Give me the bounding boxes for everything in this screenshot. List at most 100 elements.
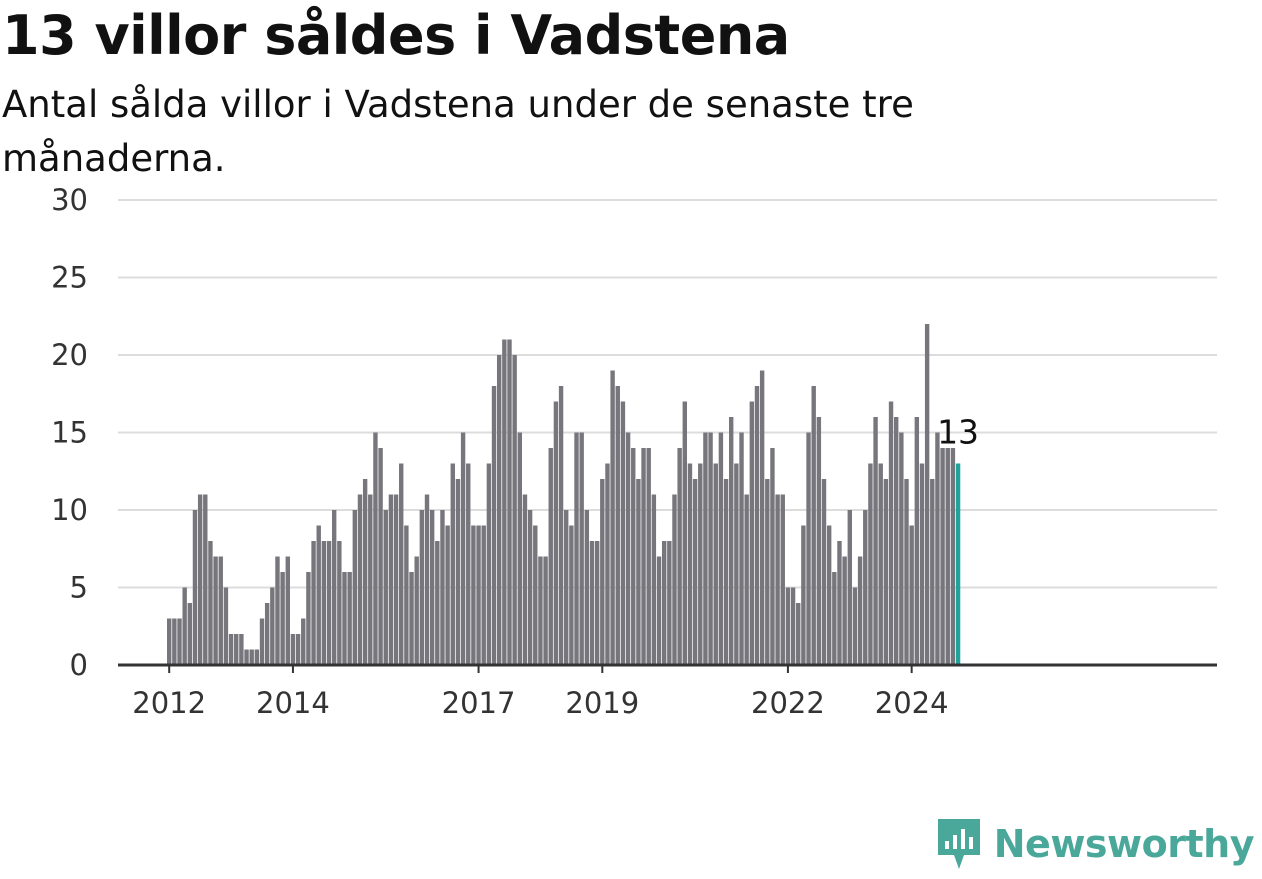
x-tick-label: 2019 — [565, 686, 639, 720]
bar — [734, 463, 739, 665]
bar — [692, 479, 698, 665]
bar — [636, 479, 641, 665]
bar — [868, 463, 873, 665]
brand-name: Newsworthy — [993, 822, 1255, 866]
bar — [419, 510, 425, 665]
bar — [863, 510, 868, 665]
bar — [796, 603, 801, 665]
bar — [883, 479, 889, 665]
x-tick-label: 2017 — [442, 686, 516, 720]
bar — [244, 649, 249, 665]
bar — [538, 556, 543, 665]
bar — [192, 510, 198, 665]
bar — [594, 541, 600, 665]
bar — [512, 355, 517, 665]
bar — [368, 494, 373, 665]
bar — [543, 556, 548, 665]
newsworthy-logo-icon — [937, 819, 980, 869]
bar — [301, 618, 306, 665]
bar — [790, 587, 796, 665]
bar — [672, 494, 677, 665]
bar — [311, 541, 316, 665]
bar — [476, 525, 481, 665]
bar — [677, 448, 682, 665]
bar — [935, 432, 940, 665]
bar — [362, 479, 368, 665]
bar — [852, 587, 858, 665]
bar — [290, 634, 296, 665]
bar — [770, 448, 775, 665]
bar — [331, 510, 337, 665]
bar — [213, 556, 218, 665]
bar — [713, 463, 718, 665]
bar — [780, 494, 785, 665]
x-tick-label: 2024 — [875, 686, 949, 720]
bar — [208, 541, 213, 665]
bar — [610, 370, 615, 665]
bar — [564, 510, 569, 665]
bar — [625, 432, 631, 665]
bar — [352, 510, 358, 665]
bar — [698, 463, 703, 665]
bar — [321, 541, 327, 665]
bar — [270, 587, 275, 665]
bar — [739, 432, 744, 665]
bar — [414, 556, 419, 665]
bar — [357, 494, 363, 665]
bar — [378, 448, 383, 665]
bar — [919, 463, 925, 665]
bar — [337, 541, 342, 665]
bar — [502, 339, 507, 665]
bar — [631, 448, 636, 665]
bar — [347, 572, 352, 665]
bar — [930, 479, 935, 665]
bar — [754, 386, 760, 665]
bar — [445, 525, 450, 665]
x-tick-label: 2014 — [256, 686, 330, 720]
bar — [409, 572, 414, 665]
bar — [847, 510, 852, 665]
bar — [496, 355, 502, 665]
bar — [785, 587, 791, 665]
bar — [661, 541, 667, 665]
bar — [326, 541, 332, 665]
bar — [507, 339, 512, 665]
bar — [826, 525, 832, 665]
bar — [440, 510, 445, 665]
chart-title: 13 villor såldes i Vadstena — [2, 4, 790, 67]
y-tick-label: 20 — [51, 338, 88, 372]
bar — [801, 525, 806, 665]
bar — [687, 463, 693, 665]
bar — [579, 432, 584, 665]
bar — [197, 494, 203, 665]
bar — [857, 556, 863, 665]
bar — [167, 618, 172, 665]
bar — [481, 525, 486, 665]
bar — [388, 494, 394, 665]
bar-chart: 0 5 10 15 20 25 30 13 2012 2014 2017 2019 2022 2024 — [51, 183, 1217, 720]
bar — [383, 510, 388, 665]
bar — [424, 494, 430, 665]
x-tick-label: 2012 — [132, 686, 206, 720]
bar — [873, 417, 878, 665]
bar — [950, 448, 956, 665]
bar — [223, 587, 229, 665]
y-tick-label: 5 — [70, 571, 88, 605]
bar — [914, 417, 920, 665]
bar — [342, 572, 347, 665]
bar — [775, 494, 780, 665]
bar — [249, 649, 254, 665]
bar — [656, 556, 662, 665]
bar — [259, 618, 265, 665]
bar — [466, 463, 471, 665]
bar — [558, 386, 564, 665]
bar — [600, 479, 605, 665]
bar — [888, 401, 894, 665]
bar — [239, 634, 244, 665]
bar — [816, 417, 822, 665]
bar — [682, 401, 687, 665]
bar — [533, 525, 538, 665]
bar — [491, 386, 497, 665]
bar — [228, 634, 234, 665]
bar — [723, 479, 729, 665]
